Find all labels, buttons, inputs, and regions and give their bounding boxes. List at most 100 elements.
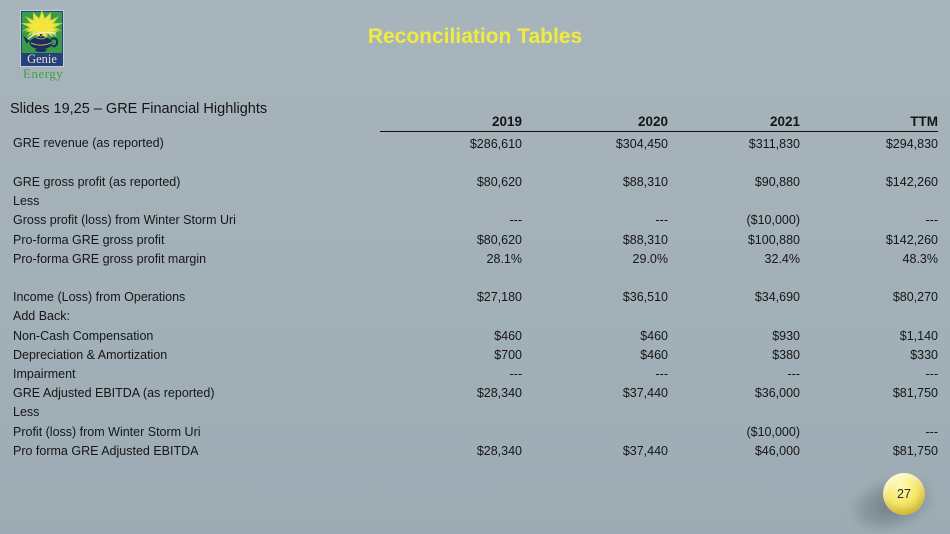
cell-value: $28,340 — [476, 386, 522, 401]
cell-value — [668, 192, 800, 211]
cell-value — [522, 154, 668, 173]
row-label: GRE gross profit (as reported) — [13, 174, 181, 189]
row-label: Pro-forma GRE gross profit — [13, 232, 165, 247]
genie-lamp-icon — [23, 33, 59, 52]
cell-value: $460 — [494, 328, 522, 343]
cell-value: $88,310 — [622, 232, 668, 247]
cell-value: $34,690 — [754, 290, 800, 305]
row-label: Pro forma GRE Adjusted EBITDA — [13, 443, 199, 458]
column-header-ttm: TTM — [800, 110, 938, 132]
cell-value: $460 — [640, 328, 668, 343]
row-label — [13, 154, 380, 173]
cell-value — [668, 269, 800, 288]
logo-tagline: Energy — [23, 66, 64, 81]
page-number: 27 — [897, 487, 911, 501]
row-label — [13, 269, 380, 288]
cell-value: --- — [655, 366, 669, 381]
row-label: Pro-forma GRE gross profit margin — [13, 251, 207, 266]
table-row: GRE revenue (as reported) $286,610 $304,45… — [13, 131, 938, 154]
cell-value: $37,440 — [622, 386, 668, 401]
cell-value: $46,000 — [754, 443, 800, 458]
row-label: Profit (loss) from Winter Storm Uri — [13, 424, 201, 439]
column-header-2021: 2021 — [668, 110, 800, 132]
cell-value: $88,310 — [622, 174, 668, 189]
table-row: Pro-forma GRE gross profit margin 28.1% 29… — [13, 250, 938, 269]
cell-value — [800, 307, 938, 326]
table-row: Add Back: — [13, 307, 938, 326]
cell-value: $142,260 — [885, 232, 938, 247]
row-label: Less — [13, 194, 40, 209]
cell-value: $100,880 — [747, 232, 800, 247]
cell-value: $380 — [772, 347, 800, 362]
cell-value: $330 — [910, 347, 938, 362]
row-label: Less — [13, 405, 40, 420]
cell-value: ($10,000) — [746, 213, 800, 228]
cell-value: $37,440 — [622, 443, 668, 458]
logo-name-text: Genie — [27, 52, 57, 66]
table-row: Profit (loss) from Winter Storm Uri ($10,… — [13, 423, 938, 442]
cell-value — [380, 154, 522, 173]
row-label: Add Back: — [13, 309, 70, 324]
cell-value: $142,260 — [885, 174, 938, 189]
genie-lamp-logo-icon: Genie — [20, 10, 64, 67]
cell-value: $80,270 — [892, 290, 938, 305]
cell-value: --- — [925, 366, 939, 381]
cell-value — [522, 269, 668, 288]
cell-value: $81,750 — [892, 443, 938, 458]
row-label: Non-Cash Compensation — [13, 328, 154, 343]
cell-value — [380, 307, 522, 326]
cell-value — [522, 307, 668, 326]
table-row: Gross profit (loss) from Winter Storm Ur… — [13, 211, 938, 230]
genie-energy-logo: Genie Energy — [20, 10, 80, 82]
cell-value: --- — [925, 424, 939, 439]
cell-value: $81,750 — [892, 386, 938, 401]
cell-value — [800, 192, 938, 211]
cell-value: $311,830 — [748, 136, 800, 151]
page-number-badge: 27 — [883, 473, 925, 515]
cell-value: 29.0% — [632, 251, 668, 266]
cell-value — [380, 403, 522, 422]
table-header-row: 2019 2020 2021 TTM — [13, 110, 938, 132]
cell-value — [522, 423, 668, 442]
cell-value: --- — [925, 213, 939, 228]
cell-value: $80,620 — [476, 174, 522, 189]
gre-financial-highlights-table: 2019 2020 2021 TTM GRE revenue (as repor… — [13, 110, 938, 461]
table-row: GRE Adjusted EBITDA (as reported) $28,340… — [13, 384, 938, 403]
cell-value: $294,830 — [885, 136, 938, 151]
cell-value — [800, 403, 938, 422]
column-header-blank — [13, 110, 380, 131]
cell-value: $286,610 — [469, 136, 522, 151]
cell-value: $27,180 — [476, 290, 522, 305]
row-label: Gross profit (loss) from Winter Storm Ur… — [13, 213, 236, 228]
table-row: Less — [13, 403, 938, 422]
cell-value — [668, 154, 800, 173]
table-row — [13, 269, 938, 288]
cell-value: $36,510 — [622, 290, 668, 305]
table-row: Less — [13, 192, 938, 211]
cell-value — [668, 307, 800, 326]
table-row: Pro-forma GRE gross profit $80,620 $88,310… — [13, 231, 938, 250]
table-row: Pro forma GRE Adjusted EBITDA $28,340 $37,… — [13, 442, 938, 461]
cell-value: $80,620 — [476, 232, 522, 247]
row-label: Income (Loss) from Operations — [13, 290, 186, 305]
table-row: Depreciation & Amortization $700 $460 $380 $… — [13, 346, 938, 365]
slide-subtitle: Slides 19,25 – GRE Financial Highlights — [10, 101, 268, 117]
cell-value: $304,450 — [615, 136, 668, 151]
starburst-icon — [24, 12, 60, 39]
cell-value: $36,000 — [754, 386, 800, 401]
column-header-2020: 2020 — [522, 110, 668, 132]
row-label: GRE Adjusted EBITDA (as reported) — [13, 386, 215, 401]
cell-value — [522, 403, 668, 422]
cell-value: $700 — [494, 347, 522, 362]
table-body: GRE revenue (as reported) $286,610 $304,45… — [13, 131, 938, 461]
cell-value — [380, 269, 522, 288]
cell-value — [800, 154, 938, 173]
cell-value: $28,340 — [476, 443, 522, 458]
cell-value: $90,880 — [754, 174, 800, 189]
cell-value — [800, 269, 938, 288]
cell-value: 48.3% — [902, 251, 938, 266]
cell-value — [380, 192, 522, 211]
table-row: Non-Cash Compensation $460 $460 $930 $1,140 — [13, 327, 938, 346]
cell-value: $1,140 — [899, 328, 938, 343]
